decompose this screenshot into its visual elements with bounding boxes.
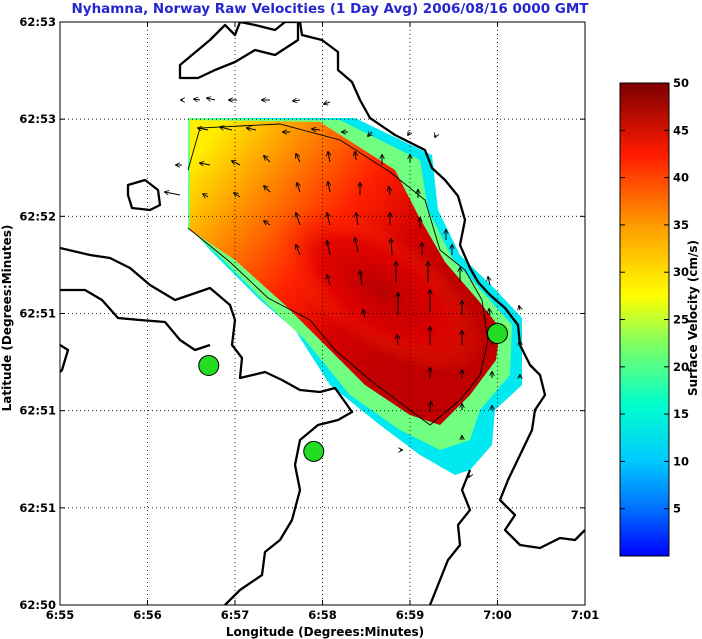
current-vector bbox=[198, 128, 209, 130]
y-tick-label: 62:51 bbox=[19, 307, 56, 321]
current-vector bbox=[200, 163, 211, 165]
current-vector bbox=[220, 127, 233, 131]
colorbar-label: Surface Velocity (cm/s) bbox=[686, 240, 700, 396]
site-east bbox=[487, 322, 508, 344]
current-vector bbox=[363, 310, 365, 319]
current-vector bbox=[360, 271, 362, 286]
colorbar-tick-label: 25 bbox=[673, 313, 689, 327]
current-vector bbox=[327, 275, 330, 286]
colorbar-tick-label: 10 bbox=[673, 454, 689, 468]
y-axis-ticks: 62:50 62:51 62:51 62:51 62:52 62:53 62:53 bbox=[19, 15, 585, 612]
current-vector bbox=[324, 102, 331, 104]
current-vector bbox=[264, 186, 271, 193]
current-vector bbox=[296, 245, 301, 256]
current-vector bbox=[327, 241, 331, 256]
coast-west-lower bbox=[60, 344, 70, 373]
current-vector bbox=[356, 213, 358, 226]
current-vector bbox=[296, 213, 301, 226]
current-vector bbox=[355, 238, 359, 253]
current-vector bbox=[519, 306, 520, 310]
current-vector bbox=[489, 309, 490, 316]
current-vector bbox=[247, 128, 257, 130]
colorbar-tick-label: 20 bbox=[673, 360, 689, 374]
coast-southeast bbox=[428, 469, 472, 605]
chart-title: Nyhamna, Norway Raw Velocities (1 Day Av… bbox=[71, 1, 589, 17]
site-west bbox=[198, 354, 220, 376]
current-vector bbox=[312, 129, 321, 130]
y-axis-label: Latitude (Degrees:Minutes) bbox=[0, 225, 14, 412]
current-vector bbox=[327, 213, 331, 226]
current-vector bbox=[469, 475, 470, 477]
current-vector bbox=[435, 135, 436, 137]
current-vector bbox=[234, 193, 241, 198]
current-vector bbox=[194, 99, 201, 100]
colorbar: 5 10 15 20 25 30 35 40 45 50 Surface Velocity (cm… bbox=[619, 76, 700, 557]
current-vector bbox=[293, 100, 301, 101]
colorbar-tick-label: 15 bbox=[673, 407, 689, 421]
y-tick-label: 62:50 bbox=[19, 598, 56, 612]
plot-area bbox=[60, 22, 585, 605]
radar-sites bbox=[198, 322, 508, 462]
current-vector bbox=[430, 402, 431, 413]
x-axis-label: Longitude (Degrees:Minutes) bbox=[226, 625, 424, 639]
current-vector bbox=[368, 132, 372, 136]
x-tick-label: 6:57 bbox=[221, 608, 250, 622]
current-vector bbox=[297, 183, 300, 193]
x-axis-ticks: 6:55 6:56 6:57 6:58 6:59 7:00 7:01 bbox=[46, 22, 600, 622]
current-vector bbox=[264, 156, 271, 163]
y-tick-label: 62:53 bbox=[19, 112, 56, 126]
y-tick-label: 62:53 bbox=[19, 15, 56, 29]
y-tick-label: 62:51 bbox=[19, 501, 56, 515]
colorbar-ticks: 5 10 15 20 25 30 35 40 45 50 bbox=[620, 76, 689, 516]
site-south bbox=[303, 440, 325, 462]
current-vector bbox=[296, 154, 301, 163]
colorbar-gradient bbox=[619, 82, 670, 557]
coast-island-left bbox=[126, 178, 162, 212]
current-vector bbox=[165, 192, 181, 196]
current-vector bbox=[328, 182, 330, 193]
current-vector bbox=[207, 98, 216, 100]
colorbar-tick-label: 35 bbox=[673, 218, 689, 232]
x-tick-label: 7:01 bbox=[571, 608, 600, 622]
x-tick-label: 6:56 bbox=[133, 608, 162, 622]
x-tick-label: 6:58 bbox=[308, 608, 337, 622]
contour-line bbox=[187, 123, 489, 426]
current-vector bbox=[264, 221, 271, 226]
x-tick-label: 6:59 bbox=[396, 608, 425, 622]
coastline bbox=[60, 22, 585, 605]
coast-north bbox=[178, 22, 300, 80]
colorbar-tick-label: 30 bbox=[673, 265, 689, 279]
coast-northeast bbox=[298, 22, 585, 550]
y-tick-label: 62:51 bbox=[19, 404, 56, 418]
current-vector bbox=[397, 335, 398, 346]
current-vector bbox=[389, 187, 390, 196]
current-vector bbox=[488, 277, 490, 286]
colorbar-tick-label: 45 bbox=[673, 123, 689, 137]
current-vector bbox=[391, 239, 392, 256]
colorbar-tick-label: 40 bbox=[673, 171, 689, 185]
colorbar-tick-label: 50 bbox=[673, 76, 689, 90]
x-tick-label: 7:00 bbox=[483, 608, 512, 622]
y-tick-label: 62:52 bbox=[19, 209, 56, 223]
velocity-field bbox=[187, 118, 522, 475]
current-vector bbox=[232, 161, 241, 166]
current-vector bbox=[355, 152, 356, 161]
current-vector bbox=[203, 194, 209, 197]
coast-west-inlet bbox=[60, 288, 211, 352]
colorbar-tick-label: 5 bbox=[673, 502, 681, 516]
current-vector bbox=[328, 152, 330, 163]
current-vector bbox=[408, 132, 410, 135]
coast-west bbox=[60, 246, 354, 605]
x-tick-label: 6:55 bbox=[46, 608, 75, 622]
